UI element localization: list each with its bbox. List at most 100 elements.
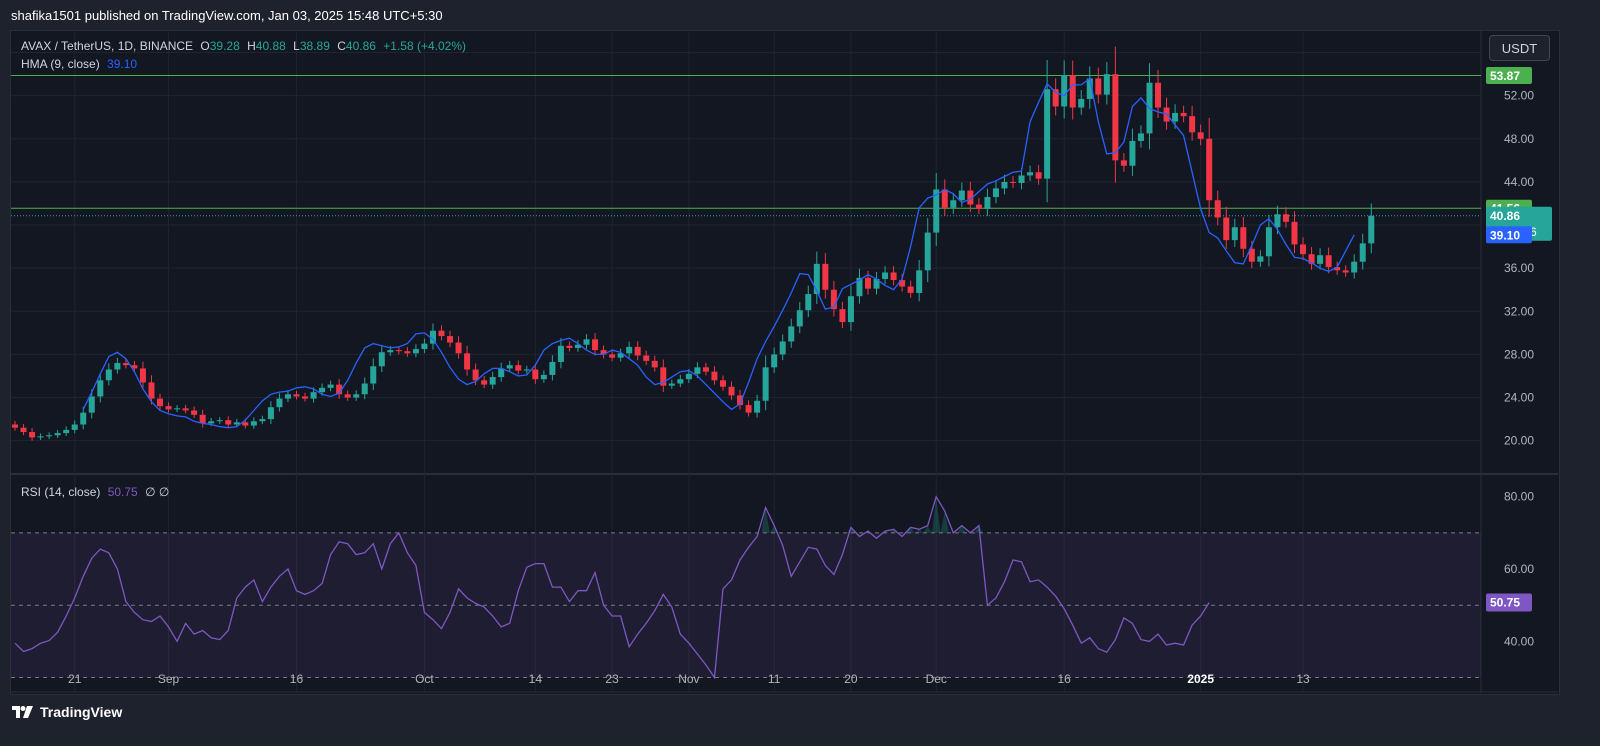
candle-body xyxy=(1172,112,1179,122)
candle-body xyxy=(506,365,513,369)
candle-body xyxy=(643,355,650,361)
currency-button[interactable]: USDT xyxy=(1489,35,1550,61)
candle-body xyxy=(813,263,820,295)
candle-body xyxy=(796,310,803,327)
candle-body xyxy=(80,412,87,425)
footer-logo[interactable]: TradingView xyxy=(12,704,122,720)
candle-body xyxy=(447,336,454,343)
candle-body xyxy=(208,421,215,424)
candle-body xyxy=(1052,89,1059,107)
candle-body xyxy=(489,377,496,385)
candle-body xyxy=(1044,89,1051,179)
hma-line xyxy=(82,77,1355,429)
candle-body xyxy=(327,384,334,388)
price-tick-label: 28.00 xyxy=(1504,347,1534,361)
last-price-label: 40.86 xyxy=(1490,209,1520,223)
candle-body xyxy=(1035,172,1042,179)
candle-body xyxy=(481,380,488,385)
rsi-overbought-fill xyxy=(923,525,932,533)
candle-body xyxy=(941,189,948,208)
candle-body xyxy=(992,188,999,198)
chart-frame[interactable] xyxy=(10,30,1560,695)
price-tick-label: 52.00 xyxy=(1504,89,1534,103)
candle-body xyxy=(1103,74,1110,95)
candle-body xyxy=(1180,112,1187,117)
candle-body xyxy=(54,433,61,436)
candle-body xyxy=(46,435,53,437)
candle-body xyxy=(719,380,726,387)
time-tick-label: Nov xyxy=(678,672,699,686)
price-legend: AVAX / TetherUS, 1D, BINANCE O39.28 H40.… xyxy=(21,39,470,53)
candle-body xyxy=(395,350,402,352)
rsi-legend[interactable]: RSI (14, close) 50.75 ∅ ∅ xyxy=(21,485,173,499)
candle-body xyxy=(122,363,129,366)
rsi-overbought-fill xyxy=(932,496,941,533)
symbol-label[interactable]: AVAX / TetherUS, 1D, BINANCE xyxy=(21,39,194,53)
candle-body xyxy=(464,353,471,370)
candle-body xyxy=(788,326,795,342)
candle-body xyxy=(310,392,317,399)
hma-legend[interactable]: HMA (9, close) 39.10 xyxy=(21,57,141,71)
candle-body xyxy=(702,367,709,372)
candle-body xyxy=(37,436,44,438)
level-price-label: 53.87 xyxy=(1490,69,1520,83)
candle-body xyxy=(250,421,257,426)
candle-body xyxy=(694,367,701,374)
ohlc-low: L38.89 xyxy=(293,39,330,53)
candle-body xyxy=(267,407,274,420)
candle-body xyxy=(660,367,667,386)
candle-body xyxy=(574,344,581,348)
rsi-overbought-fill xyxy=(889,529,898,533)
time-tick-label: 13 xyxy=(1296,672,1310,686)
candle-body xyxy=(71,424,78,430)
price-tick-label: 36.00 xyxy=(1504,261,1534,275)
candle-body xyxy=(1265,227,1272,257)
ohlc-high: H40.88 xyxy=(247,39,286,53)
candle-body xyxy=(771,354,778,368)
candle-body xyxy=(907,286,914,293)
candle-body xyxy=(97,380,104,397)
candle-body xyxy=(1274,214,1281,228)
candle-body xyxy=(1231,227,1238,241)
candle-layer xyxy=(12,46,1375,441)
candle-body xyxy=(984,197,991,209)
candle-body xyxy=(319,387,326,393)
candle-body xyxy=(455,342,462,354)
candle-body xyxy=(1078,98,1085,108)
candle-body xyxy=(157,398,164,407)
candle-body xyxy=(822,263,829,290)
candle-body xyxy=(856,277,863,297)
candle-body xyxy=(438,330,445,337)
candle-body xyxy=(950,200,957,208)
candle-body xyxy=(1069,75,1076,108)
candle-body xyxy=(924,232,931,271)
candle-body xyxy=(1010,181,1017,184)
candle-body xyxy=(975,204,982,209)
candle-body xyxy=(1061,75,1068,107)
candle-body xyxy=(933,189,940,233)
hma-price-label: 39.10 xyxy=(1490,228,1520,242)
candle-body xyxy=(429,330,436,344)
candle-body xyxy=(737,395,744,406)
candle-body xyxy=(967,190,974,205)
candle-body xyxy=(685,373,692,380)
rsi-overbought-fill xyxy=(940,511,949,533)
rsi-tick-label: 40.00 xyxy=(1504,634,1534,648)
candle-body xyxy=(302,396,309,399)
candle-body xyxy=(1120,160,1127,166)
candle-body xyxy=(865,277,871,289)
candle-body xyxy=(728,386,735,396)
candle-body xyxy=(498,368,505,378)
candle-body xyxy=(472,369,479,381)
candle-body xyxy=(12,424,18,428)
rsi-label: RSI (14, close) xyxy=(21,485,101,499)
candle-body xyxy=(259,419,266,422)
candle-body xyxy=(677,379,684,384)
hma-label: HMA (9, close) xyxy=(21,57,100,71)
candle-body xyxy=(378,352,385,367)
candle-body xyxy=(1206,138,1213,201)
candle-body xyxy=(549,361,556,375)
candle-body xyxy=(830,289,837,310)
candle-body xyxy=(882,272,889,279)
